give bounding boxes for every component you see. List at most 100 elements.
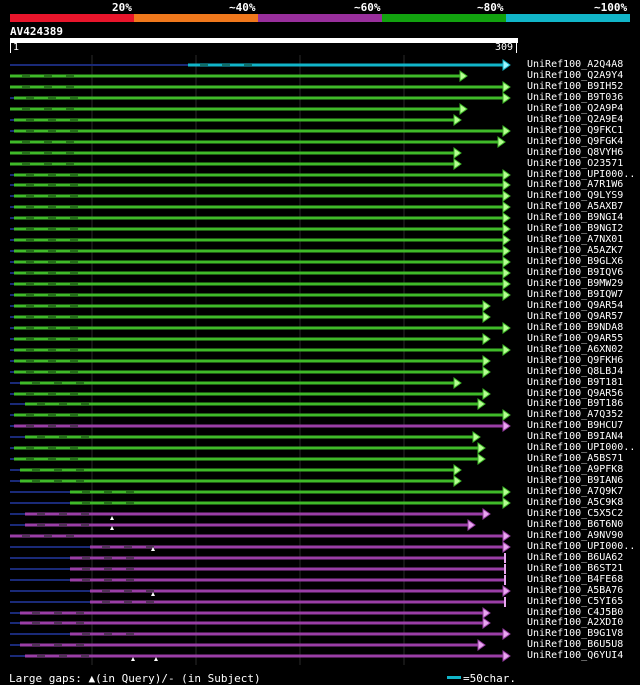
hit-label[interactable]: UniRef100_B9NGI2 [527, 223, 624, 234]
hit-row[interactable] [10, 530, 511, 542]
hit-row[interactable] [10, 136, 506, 148]
hit-row[interactable] [10, 201, 511, 213]
hit-row[interactable] [10, 453, 486, 465]
hit-label[interactable]: UniRef100_B4FE68 [527, 574, 624, 585]
hit-row[interactable] [10, 256, 511, 268]
hit-row[interactable] [10, 617, 491, 629]
hit-row[interactable] [10, 585, 511, 597]
hit-row[interactable] [10, 607, 491, 619]
hit-label[interactable]: UniRef100_B9IAN4 [527, 431, 624, 442]
hit-label[interactable]: UniRef100_A5AXB7 [527, 201, 624, 212]
hit-row[interactable] [10, 575, 506, 585]
hit-row[interactable] [10, 639, 486, 651]
hit-row[interactable] [10, 366, 491, 378]
hit-row[interactable] [10, 597, 506, 607]
hit-row[interactable] [10, 541, 511, 553]
hit-label[interactable]: UniRef100_B6T6N0 [527, 519, 624, 530]
hit-row[interactable] [10, 650, 511, 662]
hit-row[interactable] [10, 431, 481, 443]
hit-row[interactable] [10, 497, 511, 509]
hit-row[interactable] [10, 289, 511, 301]
hit-row[interactable] [10, 409, 511, 421]
hit-label[interactable]: UniRef100_A7R1W6 [527, 179, 624, 190]
hit-row[interactable] [10, 628, 511, 640]
hit-label[interactable]: UniRef100_Q9AR56 [527, 388, 624, 399]
hit-row[interactable] [10, 158, 462, 170]
hit-row[interactable] [10, 475, 462, 487]
hit-row[interactable] [10, 245, 511, 257]
hit-label[interactable]: UniRef100_A9NV90 [527, 530, 624, 541]
hit-label[interactable]: UniRef100_A7NX01 [527, 234, 624, 245]
hit-row[interactable] [10, 311, 491, 323]
hit-row[interactable] [10, 267, 511, 279]
hit-row[interactable] [10, 355, 491, 367]
hit-label[interactable]: UniRef100_B9MW29 [527, 278, 624, 289]
hit-row[interactable] [10, 190, 511, 202]
hit-label[interactable]: UniRef100_B9HCU7 [527, 420, 624, 431]
hit-row[interactable] [10, 300, 491, 312]
hit-label[interactable]: UniRef100_Q9AR54 [527, 300, 624, 311]
hit-label[interactable]: UniRef100_B9GLX6 [527, 256, 624, 267]
hit-label[interactable]: UniRef100_A5C9K8 [527, 497, 624, 508]
hit-label[interactable]: UniRef100_C5YI65 [527, 596, 624, 607]
hit-label[interactable]: UniRef100_B6UA62 [527, 552, 624, 563]
hit-label[interactable]: UniRef100_Q9FKH6 [527, 355, 624, 366]
hit-label[interactable]: UniRef100_A5BS71 [527, 453, 624, 464]
hit-label[interactable]: UniRef100_Q2A9Y4 [527, 70, 624, 81]
hit-row[interactable] [10, 103, 468, 115]
hit-row[interactable] [10, 553, 506, 563]
hit-label[interactable]: UniRef100_UPI000.. [527, 442, 636, 453]
hit-label[interactable]: UniRef100_UPI000.. [527, 541, 636, 552]
hit-label[interactable]: UniRef100_B9G1V8 [527, 628, 624, 639]
hit-label[interactable]: UniRef100_B9NGI4 [527, 212, 624, 223]
hit-label[interactable]: UniRef100_B9IQV6 [527, 267, 624, 278]
hit-label[interactable]: UniRef100_O23571 [527, 158, 624, 169]
hit-label[interactable]: UniRef100_A9PFK8 [527, 464, 624, 475]
hit-row[interactable] [10, 388, 491, 400]
hit-row[interactable] [10, 234, 511, 246]
hit-row[interactable] [10, 564, 506, 574]
hit-label[interactable]: UniRef100_A5BA76 [527, 585, 624, 596]
hit-label[interactable]: UniRef100_C5X5C2 [527, 508, 624, 519]
hit-row[interactable] [10, 59, 511, 71]
hit-row[interactable] [10, 278, 511, 290]
hit-row[interactable] [10, 70, 468, 82]
hit-row[interactable] [10, 92, 511, 104]
hit-label[interactable]: UniRef100_A5AZK7 [527, 245, 624, 256]
hit-row[interactable] [10, 114, 462, 126]
hit-label[interactable]: UniRef100_A2Q4A8 [527, 59, 624, 70]
hit-label[interactable]: UniRef100_Q6YUI4 [527, 650, 624, 661]
hit-row[interactable] [10, 223, 511, 235]
hit-label[interactable]: UniRef100_A2XDI0 [527, 617, 624, 628]
hit-row[interactable] [10, 212, 511, 224]
hit-label[interactable]: UniRef100_Q9AR57 [527, 311, 624, 322]
hit-row[interactable] [10, 486, 511, 498]
hit-label[interactable]: UniRef100_B9IQW7 [527, 289, 624, 300]
hit-label[interactable]: UniRef100_UPI000.. [527, 169, 636, 180]
hit-row[interactable] [10, 377, 462, 389]
hit-label[interactable]: UniRef100_A6XN02 [527, 344, 624, 355]
hit-row[interactable] [10, 333, 491, 345]
hit-label[interactable]: UniRef100_C4J5B0 [527, 607, 624, 618]
hit-label[interactable]: UniRef100_A7Q9K7 [527, 486, 624, 497]
hit-row[interactable] [10, 442, 486, 454]
hit-row[interactable] [10, 344, 511, 356]
hit-label[interactable]: UniRef100_B9T036 [527, 92, 624, 103]
hit-label[interactable]: UniRef100_Q8LBJ4 [527, 366, 624, 377]
hit-row[interactable] [10, 125, 511, 137]
hit-label[interactable]: UniRef100_Q9FGK4 [527, 136, 624, 147]
hit-label[interactable]: UniRef100_Q9FKC1 [527, 125, 624, 136]
hit-row[interactable] [10, 398, 486, 410]
hit-label[interactable]: UniRef100_Q2A9E4 [527, 114, 624, 125]
hit-label[interactable]: UniRef100_B9IH52 [527, 81, 624, 92]
hit-row[interactable] [10, 169, 511, 181]
hit-label[interactable]: UniRef100_B6ST21 [527, 563, 624, 574]
hit-label[interactable]: UniRef100_B9T186 [527, 398, 624, 409]
hit-row[interactable] [10, 179, 511, 191]
hit-row[interactable] [10, 322, 511, 334]
hit-label[interactable]: UniRef100_A7Q352 [527, 409, 624, 420]
hit-row[interactable] [10, 464, 462, 476]
hit-row[interactable] [10, 420, 511, 432]
hit-label[interactable]: UniRef100_B9T181 [527, 377, 624, 388]
hit-label[interactable]: UniRef100_Q9AR55 [527, 333, 624, 344]
